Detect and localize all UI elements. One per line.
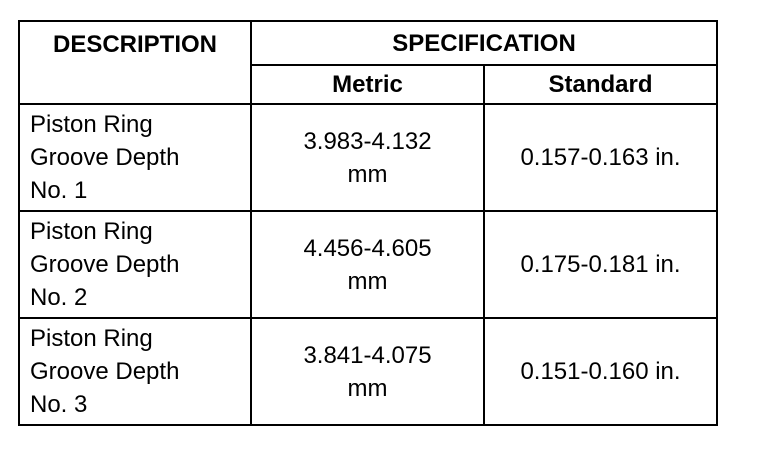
description-line: No. 2: [30, 284, 88, 311]
metric-line: 3.841-4.075: [303, 341, 432, 369]
standard-cell: 0.157-0.163 in.: [483, 103, 718, 212]
metric-cell: 3.841-4.075 mm: [250, 317, 485, 426]
table-body: Piston Ring Groove Depth No. 1 3.983-4.132 m…: [18, 103, 718, 426]
metric-line: mm: [347, 267, 388, 295]
metric-header: Metric: [250, 64, 485, 105]
standard-header: Standard: [483, 64, 718, 105]
metric-cell: 4.456-4.605 mm: [250, 210, 485, 319]
table-row: Piston Ring Groove Depth No. 1 3.983-4.132 m…: [18, 103, 718, 212]
description-header: DESCRIPTION: [18, 20, 252, 105]
description-line: Piston Ring: [30, 325, 153, 352]
metric-cell: 3.983-4.132 mm: [250, 103, 485, 212]
description-line: Piston Ring: [30, 218, 153, 245]
description-cell: Piston Ring Groove Depth No. 1: [18, 103, 252, 212]
metric-line: mm: [347, 374, 388, 402]
specification-header: SPECIFICATION: [250, 20, 718, 66]
metric-line: mm: [347, 160, 388, 188]
description-line: Piston Ring: [30, 111, 153, 138]
description-line: Groove Depth: [30, 144, 180, 171]
description-cell: Piston Ring Groove Depth No. 2: [18, 210, 252, 319]
description-line: Groove Depth: [30, 358, 180, 385]
metric-line: 4.456-4.605: [303, 234, 432, 262]
metric-line: 3.983-4.132: [303, 127, 432, 155]
description-cell: Piston Ring Groove Depth No. 3: [18, 317, 252, 426]
spec-table: DESCRIPTION SPECIFICATION Metric Standar…: [18, 20, 718, 426]
description-line: Groove Depth: [30, 251, 180, 278]
table-row: Piston Ring Groove Depth No. 2 4.456-4.605 m…: [18, 210, 718, 319]
standard-cell: 0.175-0.181 in.: [483, 210, 718, 319]
standard-cell: 0.151-0.160 in.: [483, 317, 718, 426]
description-line: No. 1: [30, 177, 88, 204]
table-row: Piston Ring Groove Depth No. 3 3.841-4.075 m…: [18, 317, 718, 426]
description-line: No. 3: [30, 391, 88, 418]
